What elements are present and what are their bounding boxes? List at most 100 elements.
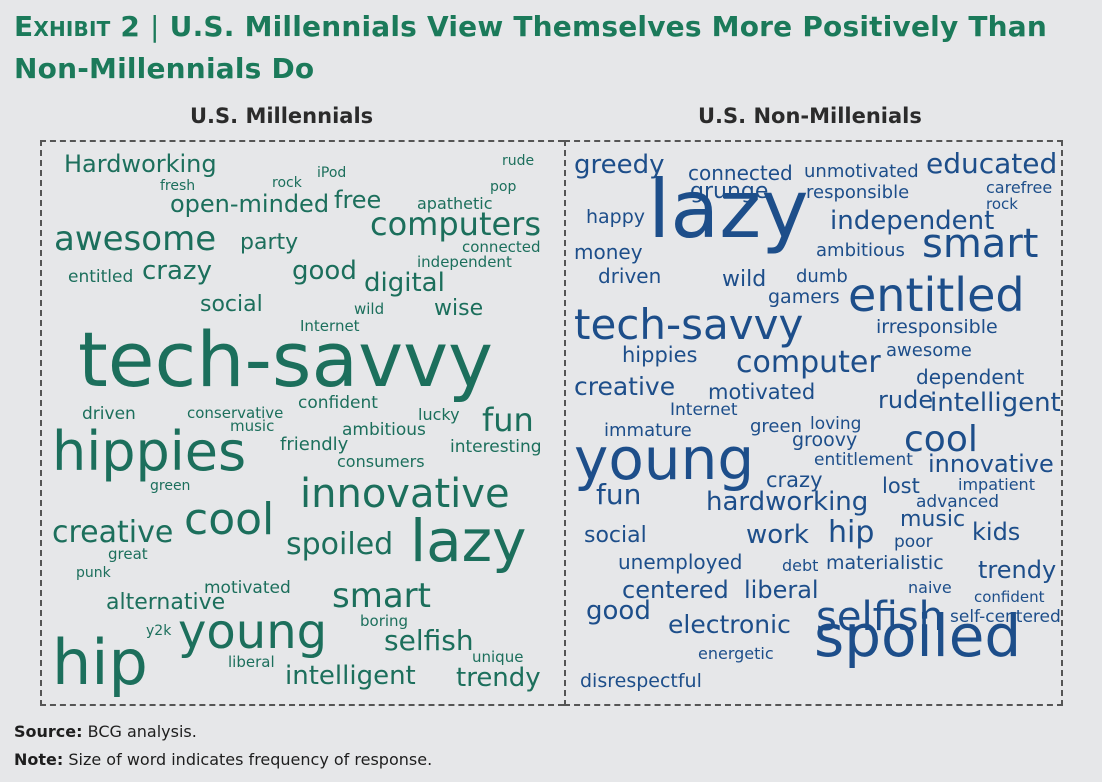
- word-motivated: motivated: [708, 380, 816, 404]
- word-trendy: trendy: [456, 663, 541, 693]
- word-fresh: fresh: [160, 178, 196, 194]
- word-conservative: conservative: [187, 404, 284, 422]
- word-wise: wise: [434, 296, 484, 321]
- word-grunge: grunge: [690, 179, 769, 204]
- word-advanced: advanced: [916, 492, 1000, 512]
- word-groovy: groovy: [792, 429, 858, 451]
- word-innovative: innovative: [928, 450, 1054, 478]
- word-wild: wild: [354, 300, 385, 318]
- word-cool: cool: [904, 419, 978, 460]
- word-connected: connected: [462, 238, 541, 256]
- word-crazy: crazy: [142, 256, 212, 286]
- word-entitlement: entitlement: [814, 450, 913, 470]
- word-liberal: liberal: [228, 653, 275, 671]
- word-digital: digital: [364, 268, 445, 298]
- word-young: young: [178, 604, 328, 660]
- word-independent: independent: [830, 206, 995, 236]
- word-loving: loving: [810, 414, 862, 434]
- word-innovative: innovative: [300, 471, 510, 517]
- source-text: BCG analysis.: [87, 722, 197, 741]
- word-hip: hip: [52, 626, 148, 699]
- word-boring: boring: [360, 612, 409, 630]
- word-smart: smart: [922, 221, 1039, 267]
- word-spoiled: spoiled: [286, 527, 394, 562]
- word-social: social: [584, 523, 647, 548]
- word-liberal: liberal: [744, 576, 819, 604]
- word-creative: creative: [574, 372, 676, 401]
- word-wild: wild: [722, 267, 767, 292]
- word-lucky: lucky: [418, 405, 460, 424]
- word-interesting: interesting: [450, 437, 542, 457]
- word-ipod: iPod: [317, 165, 347, 181]
- word-lazy: lazy: [410, 507, 527, 575]
- word-responsible: responsible: [806, 182, 910, 203]
- source-line: Source: BCG analysis.: [14, 722, 197, 741]
- word-selfish: selfish: [384, 624, 474, 657]
- word-motivated: motivated: [204, 578, 291, 598]
- word-music: music: [230, 417, 275, 435]
- word-lazy: lazy: [648, 163, 809, 256]
- word-unmotivated: unmotivated: [804, 161, 919, 182]
- word-social: social: [200, 292, 263, 317]
- word-hippies: hippies: [52, 420, 247, 483]
- word-confident: confident: [298, 393, 378, 413]
- word-consumers: consumers: [337, 452, 425, 471]
- left-panel-title: U.S. Millennials: [190, 104, 374, 128]
- note-label: Note:: [14, 750, 64, 769]
- word-carefree: carefree: [986, 178, 1053, 197]
- word-immature: immature: [604, 420, 692, 441]
- word-gamers: gamers: [768, 286, 840, 308]
- word-good: good: [586, 596, 651, 626]
- word-punk: punk: [76, 565, 111, 581]
- chart-title: Exhibit 2 | U.S. Millennials View Themse…: [14, 6, 1094, 90]
- word-great: great: [108, 545, 148, 563]
- word-green: green: [750, 416, 802, 437]
- word-selfish: selfish: [816, 594, 944, 640]
- word-apathetic: apathetic: [417, 194, 493, 213]
- word-internet: Internet: [300, 317, 360, 335]
- title-separator: |: [150, 10, 160, 43]
- word-free: free: [334, 186, 382, 214]
- word-disrespectful: disrespectful: [580, 670, 702, 692]
- word-computers: computers: [370, 205, 541, 243]
- word-green: green: [150, 478, 191, 494]
- word-fun: fun: [596, 478, 642, 511]
- word-young: young: [574, 425, 755, 493]
- word-creative: creative: [52, 515, 174, 550]
- word-debt: debt: [782, 556, 819, 575]
- word-connected: connected: [688, 161, 793, 185]
- word-hardworking: hardworking: [706, 487, 869, 517]
- word-educated: educated: [926, 147, 1058, 180]
- title-text: U.S. Millennials View Themselves More Po…: [14, 10, 1048, 85]
- word-fun: fun: [482, 401, 534, 439]
- millennials-word-cloud: Hardworking iPod rude fresh rock pop open-mind…: [40, 140, 564, 706]
- word-hardworking: Hardworking: [64, 150, 217, 178]
- word-irresponsible: irresponsible: [876, 316, 998, 338]
- non-millennials-word-cloud: greedy connected unmotivated educated grunge…: [564, 140, 1063, 706]
- word-good: good: [292, 256, 357, 286]
- word-smart: smart: [332, 576, 431, 616]
- word-work: work: [746, 520, 809, 550]
- word-spoiled: spoiled: [814, 602, 1022, 670]
- word-centered: centered: [622, 576, 729, 604]
- word-ambitious: ambitious: [342, 420, 426, 440]
- word-dumb: dumb: [796, 266, 848, 287]
- word-driven: driven: [598, 264, 662, 288]
- word-naive: naive: [908, 578, 952, 597]
- word-self-centered: self-centered: [950, 607, 1061, 627]
- word-rude: rude: [502, 153, 535, 169]
- word-hippies: hippies: [622, 343, 698, 367]
- note-text: Size of word indicates frequency of resp…: [68, 750, 433, 769]
- word-energetic: energetic: [698, 644, 774, 663]
- word-trendy: trendy: [978, 556, 1057, 584]
- word-tech-savvy: tech-savvy: [574, 300, 804, 349]
- word-ambitious: ambitious: [816, 240, 905, 261]
- source-label: Source:: [14, 722, 83, 741]
- word-cool: cool: [184, 494, 275, 545]
- right-panel-title: U.S. Non-Millenials: [698, 104, 922, 128]
- word-open-minded: open-minded: [170, 190, 330, 218]
- word-tech-savvy: tech-savvy: [78, 315, 494, 404]
- word-greedy: greedy: [574, 150, 665, 180]
- word-unemployed: unemployed: [618, 550, 743, 574]
- word-driven: driven: [82, 404, 136, 424]
